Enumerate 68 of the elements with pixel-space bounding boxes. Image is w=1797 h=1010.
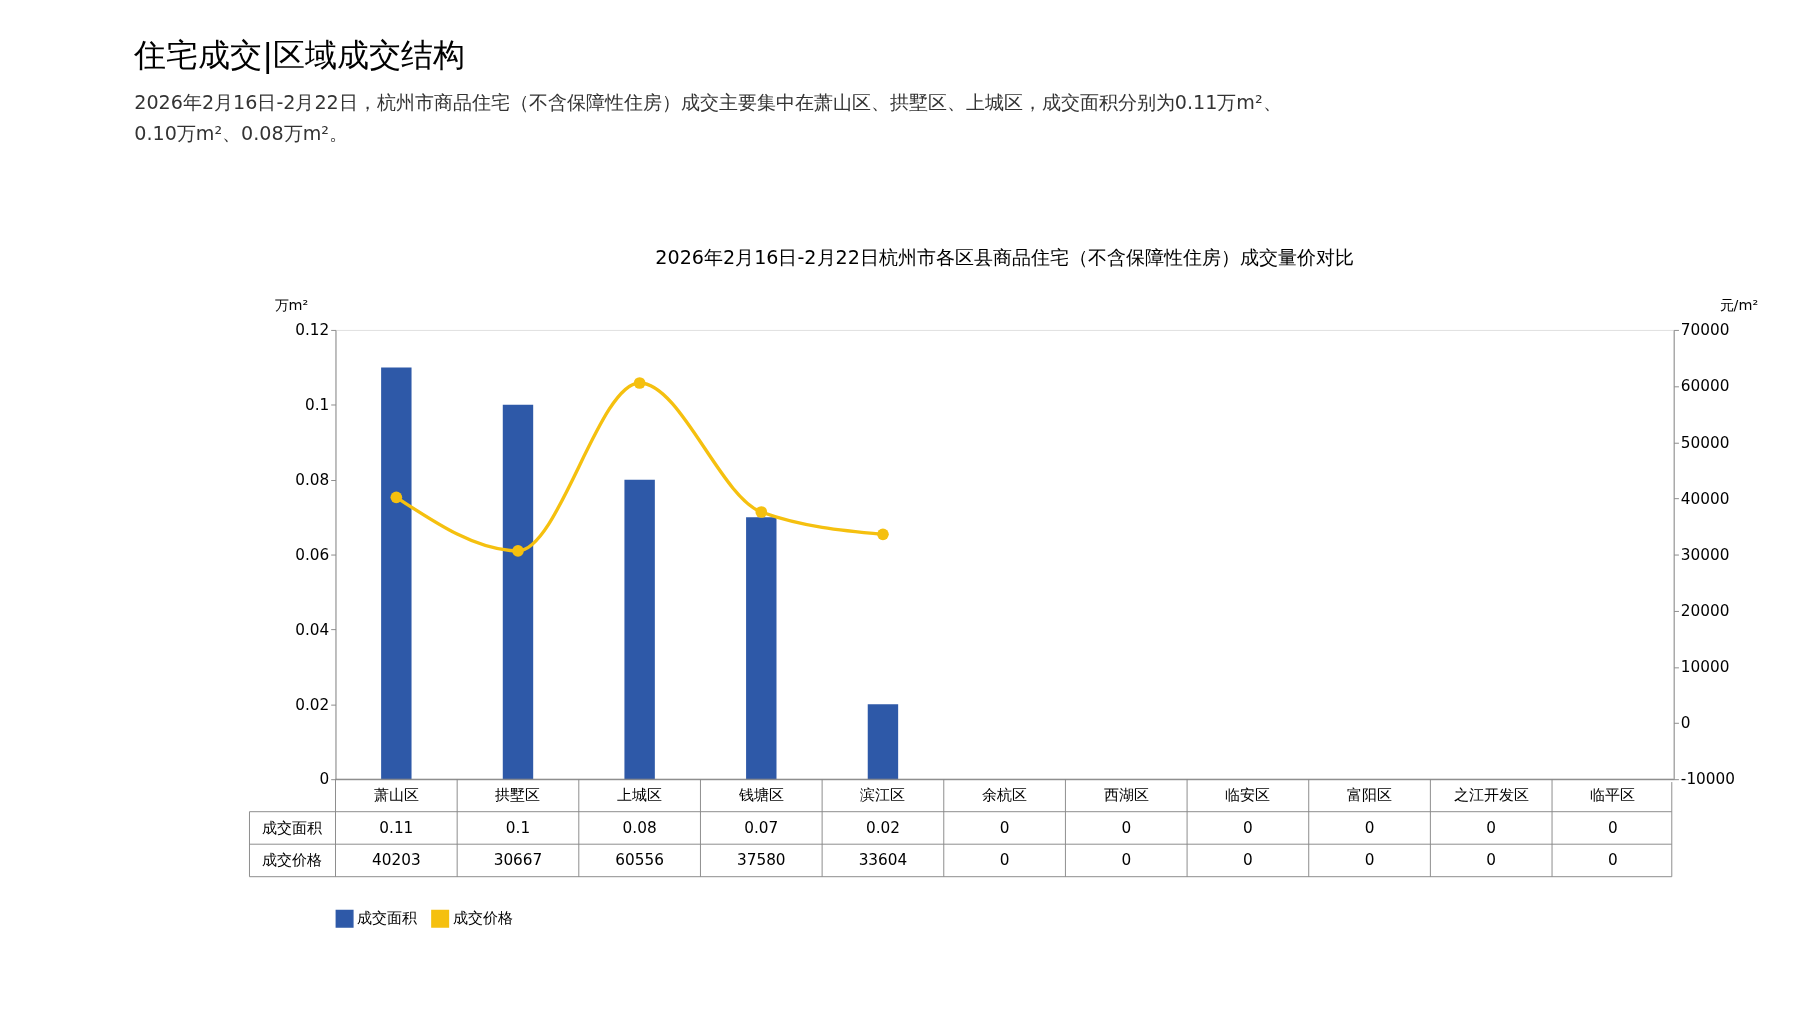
data-label: 0.02 xyxy=(865,818,900,837)
x-tick-label: 富阳区 xyxy=(1347,785,1393,804)
y2-tick-label: 20000 xyxy=(1680,601,1730,620)
bar xyxy=(502,404,534,780)
data-label: 30667 xyxy=(493,851,543,870)
text: 0 xyxy=(999,851,1010,870)
data-label: 0.1 xyxy=(505,818,531,837)
y2-axis-title: 元/m² xyxy=(1719,297,1759,314)
x-tick-label: 上城区 xyxy=(617,785,663,804)
x-tick-label: 临平区 xyxy=(1590,785,1636,804)
data-label: 40203 xyxy=(372,851,421,870)
y-tick-label: 0.06 xyxy=(295,545,330,564)
y2-tick-label: 10000 xyxy=(1680,658,1730,677)
text: 0 xyxy=(1608,851,1618,870)
chart-subtitle: 2026年2月16日-2月22日，杭州市商品住宅（不含保障性住房）成交主要集中在萧山区、拱墅区、上城区，成交面积分别为0.11万m²、0.10万m²、0.08万m²。 xyxy=(134,91,1282,145)
y2-tick-label: 60000 xyxy=(1680,377,1730,396)
y2-tick-label: 50000 xyxy=(1680,433,1730,452)
point xyxy=(390,491,403,504)
legend-label: 成交面积 xyxy=(357,909,418,928)
text: 0 xyxy=(1243,851,1253,870)
y2-tick-label: 40000 xyxy=(1680,489,1730,508)
data-label: 0 xyxy=(999,818,1010,837)
text: 2026年2月16日-2月22日杭州市各区县商品住宅（不含保障性住房）成交量价对比 xyxy=(655,246,1354,269)
y-axis-title: 万m² xyxy=(274,297,309,314)
text: 0 xyxy=(1121,851,1132,870)
y-tick-label: 0.04 xyxy=(295,620,330,639)
x-tick-label: 拱墅区 xyxy=(495,785,541,804)
point xyxy=(877,528,889,541)
y-tick-label: 0 xyxy=(319,770,330,789)
legend-label: 成交价格 xyxy=(453,909,514,928)
y2-tick-label: 0 xyxy=(1680,714,1691,733)
point xyxy=(755,506,768,518)
y-tick-label: 0.1 xyxy=(304,396,330,415)
x-tick-label: 萧山区 xyxy=(373,785,419,804)
y2-tick-label: 30000 xyxy=(1680,545,1730,564)
text: 0 xyxy=(1364,851,1375,870)
bar xyxy=(624,479,655,780)
data-label: 0 xyxy=(1243,818,1253,837)
data-label: 0 xyxy=(1121,818,1132,837)
chart-title: 住宅成交|区域成交结构 xyxy=(133,36,466,75)
x-tick-label: 余杭区 xyxy=(982,785,1028,804)
x-tick-label: 滨江区 xyxy=(860,785,906,804)
text: 成交价格 xyxy=(262,851,323,870)
y-tick-label: 0.08 xyxy=(295,470,330,489)
data-label: 0 xyxy=(1486,818,1497,837)
text: 成交面积 xyxy=(262,818,323,837)
x-tick-label: 钱塘区 xyxy=(737,785,784,804)
y2-tick-label: -10000 xyxy=(1680,770,1735,789)
data-label: 37580 xyxy=(736,851,786,870)
data-label: 0 xyxy=(1608,818,1618,837)
y-tick-label: 0.12 xyxy=(295,321,330,340)
data-label: 0.11 xyxy=(379,818,414,837)
data-label: 60556 xyxy=(615,851,664,870)
x-tick-label: 临安区 xyxy=(1225,785,1271,804)
bar xyxy=(381,367,412,780)
x-tick-label: 之江开发区 xyxy=(1453,785,1529,804)
bar xyxy=(746,517,777,780)
data-label: 0 xyxy=(1364,818,1375,837)
text: 0 xyxy=(1486,851,1497,870)
bar xyxy=(867,704,899,780)
data-label: 0.08 xyxy=(622,818,657,837)
y-tick-label: 0.02 xyxy=(295,695,330,714)
data-label: 0.07 xyxy=(744,818,779,837)
point xyxy=(633,377,646,389)
x-tick-label: 西湖区 xyxy=(1103,785,1149,804)
y2-tick-label: 70000 xyxy=(1680,321,1730,340)
point xyxy=(512,544,524,557)
data-label: 33604 xyxy=(858,851,908,870)
